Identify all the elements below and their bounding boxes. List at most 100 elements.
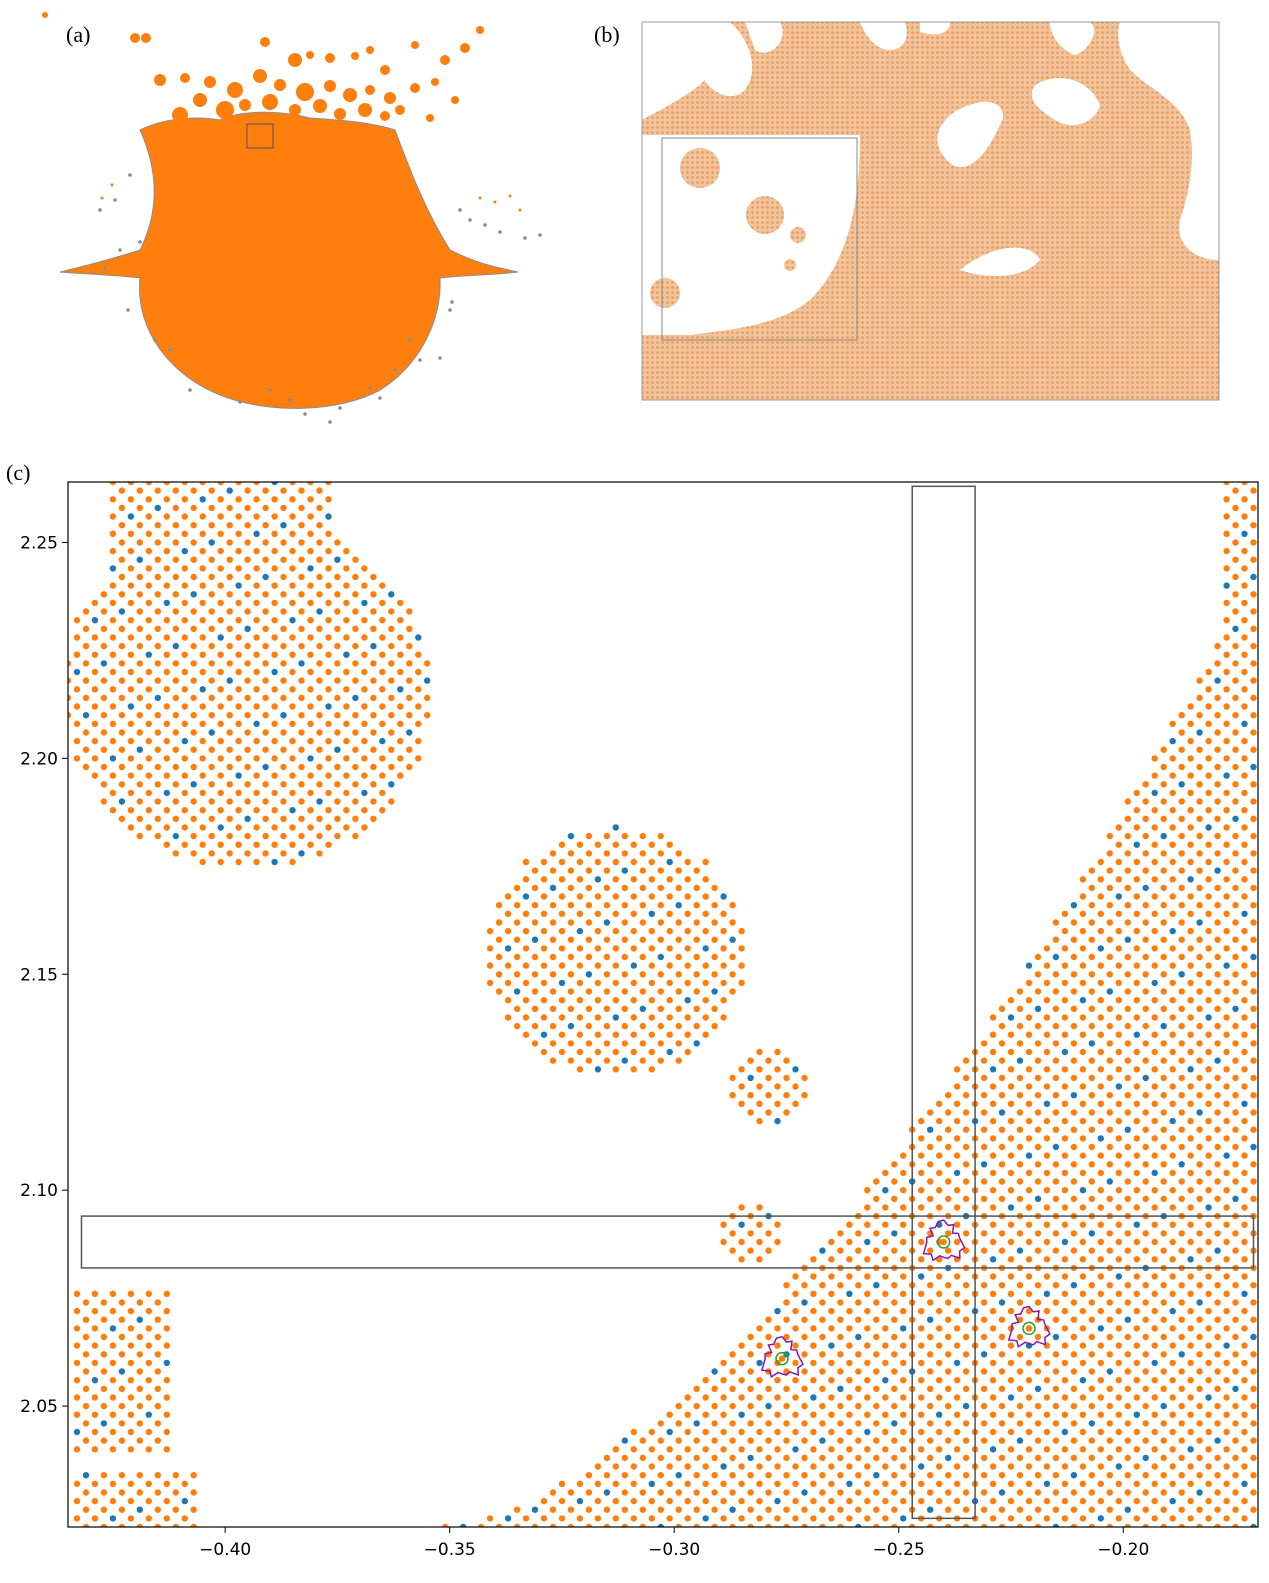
fluid-particle (127, 565, 135, 572)
fluid-particle (1187, 1497, 1194, 1505)
fluid-particle (747, 1402, 754, 1410)
fluid-particle (1223, 703, 1230, 710)
fluid-particle (298, 712, 305, 719)
fluid-particle (936, 1135, 943, 1142)
fluid-particle (154, 1472, 161, 1479)
fluid-particle (711, 884, 718, 892)
fluid-particle (1214, 1523, 1221, 1527)
fluid-particle (998, 1420, 1006, 1427)
fluid-particle (738, 1083, 745, 1090)
fluid-particle (998, 1506, 1006, 1513)
marker-particle (765, 1402, 772, 1410)
fluid-particle (873, 1247, 880, 1254)
fluid-particle (1115, 1204, 1123, 1211)
fluid-particle (918, 1256, 925, 1263)
marker-particle (91, 1377, 99, 1384)
fluid-particle (208, 763, 215, 771)
fluid-particle (145, 530, 152, 537)
fluid-particle (361, 720, 368, 727)
fluid-particle (217, 530, 224, 537)
fluid-particle (1061, 1152, 1069, 1159)
fluid-particle (1142, 1351, 1149, 1358)
fluid-particle (1250, 867, 1257, 874)
fluid-particle (1151, 1083, 1158, 1090)
fluid-particle (1106, 1109, 1114, 1116)
fluid-droplet (42, 12, 48, 18)
fluid-particle (1142, 1040, 1149, 1047)
fluid-particle (280, 677, 287, 684)
fluid-particle (325, 686, 332, 693)
fluid-particle (1232, 867, 1239, 874)
fluid-particle (1205, 1307, 1212, 1315)
fluid-particle (1034, 1523, 1042, 1527)
fluid-particle (1223, 1497, 1230, 1505)
marker-particle (1169, 1497, 1176, 1505)
fluid-particle (801, 1454, 808, 1462)
fluid-particle (1043, 1014, 1051, 1021)
tracked-particle (760, 1335, 804, 1379)
fluid-particle (262, 850, 269, 857)
fluid-particle (540, 962, 548, 969)
fluid-particle (945, 1109, 952, 1116)
fluid-particle (720, 910, 727, 917)
marker-particle (1250, 573, 1257, 581)
fluid-particle (918, 1204, 925, 1211)
fluid-particle (1187, 962, 1194, 969)
fluid-particle (1241, 703, 1248, 710)
marker-particle (1187, 1256, 1194, 1263)
marker-particle (217, 824, 224, 831)
fluid-particle (1079, 1135, 1087, 1142)
fluid-particle (1142, 1161, 1149, 1168)
fluid-particle (1241, 513, 1248, 520)
marker-particle (127, 513, 135, 520)
fluid-particle (1187, 1463, 1194, 1470)
fluid-particle (325, 582, 332, 589)
fluid-particle (1232, 573, 1239, 581)
fluid-particle (1034, 1040, 1042, 1047)
fluid-particle (792, 1394, 799, 1401)
fluid-particle (873, 1506, 880, 1513)
fluid-particle (1169, 876, 1176, 883)
fluid-particle (1169, 1152, 1176, 1159)
fluid-particle (172, 608, 179, 615)
fluid-particle (765, 1420, 772, 1427)
fluid-particle (1043, 1428, 1051, 1436)
marker-particle (1124, 936, 1132, 943)
fluid-particle (1178, 1074, 1185, 1082)
fluid-particle (82, 625, 90, 632)
fluid-particle (253, 686, 260, 693)
marker-particle (226, 487, 233, 494)
fluid-particle (1133, 1100, 1141, 1107)
fluid-particle (136, 712, 143, 719)
fluid-particle (1124, 1351, 1132, 1358)
fluid-particle (145, 547, 152, 555)
fluid-particle (1151, 1515, 1158, 1522)
fluid-particle (1115, 841, 1123, 848)
fluid-particle (1061, 927, 1069, 935)
marker-particle (989, 1256, 997, 1263)
highlight-ring (936, 1235, 951, 1249)
fluid-particle (334, 591, 341, 598)
fluid-particle (217, 668, 224, 676)
fluid-particle (1241, 772, 1248, 779)
fluid-particle (666, 876, 673, 883)
fluid-particle (675, 884, 682, 892)
fluid-particle (343, 807, 350, 814)
fluid-particle (1025, 1031, 1033, 1038)
fluid-particle (244, 556, 251, 563)
fluid-particle (648, 1463, 655, 1470)
fluid-particle (962, 1420, 970, 1427)
fluid-particle (190, 712, 197, 719)
selection-rectangle (911, 485, 976, 1520)
fluid-particle (154, 1316, 161, 1323)
fluid-particle (1133, 1117, 1141, 1125)
fluid-particle (262, 487, 269, 494)
fluid-particle (729, 1454, 736, 1462)
fluid-particle (100, 1333, 108, 1341)
fluid-particle (91, 772, 99, 779)
fluid-particle (1151, 1290, 1158, 1297)
tracer-particle (498, 230, 502, 234)
fluid-particle (558, 1497, 566, 1505)
fluid-particle (1241, 1152, 1248, 1159)
fluid-particle (397, 755, 404, 762)
